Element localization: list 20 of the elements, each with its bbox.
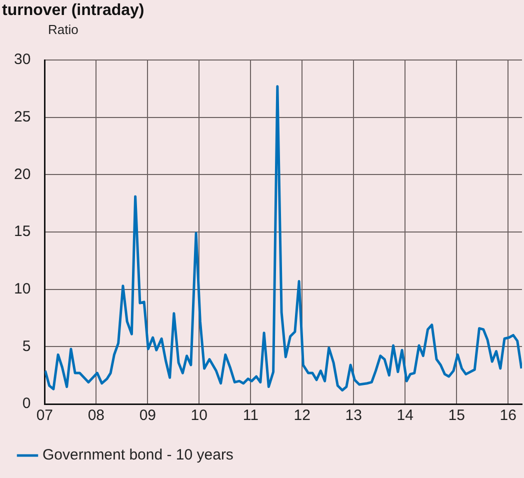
x-tick-label: 07 xyxy=(36,407,54,424)
x-tick-label: 10 xyxy=(190,407,208,424)
x-tick-label: 14 xyxy=(396,407,414,424)
y-tick-label: 10 xyxy=(14,280,31,298)
y-tick-label: 20 xyxy=(14,166,31,183)
y-tick-label: 15 xyxy=(14,223,31,240)
y-tick-label: 30 xyxy=(14,51,31,68)
y-axis-title: Ratio xyxy=(47,21,80,37)
chart-title: turnover (intraday) xyxy=(1,1,146,20)
y-tick-label: 5 xyxy=(22,338,31,355)
x-tick-label: 11 xyxy=(242,407,258,424)
x-tick-label: 08 xyxy=(88,407,105,424)
x-tick-label: 12 xyxy=(294,407,310,424)
x-tick-label: 16 xyxy=(500,407,516,424)
x-tick-label: 15 xyxy=(448,407,465,424)
x-tick-label: 09 xyxy=(139,407,156,424)
legend-label: Government bond - 10 years xyxy=(42,446,234,464)
x-tick-label: 13 xyxy=(345,407,362,424)
y-tick-label: 0 xyxy=(22,395,31,412)
y-tick-label: 25 xyxy=(14,108,31,126)
